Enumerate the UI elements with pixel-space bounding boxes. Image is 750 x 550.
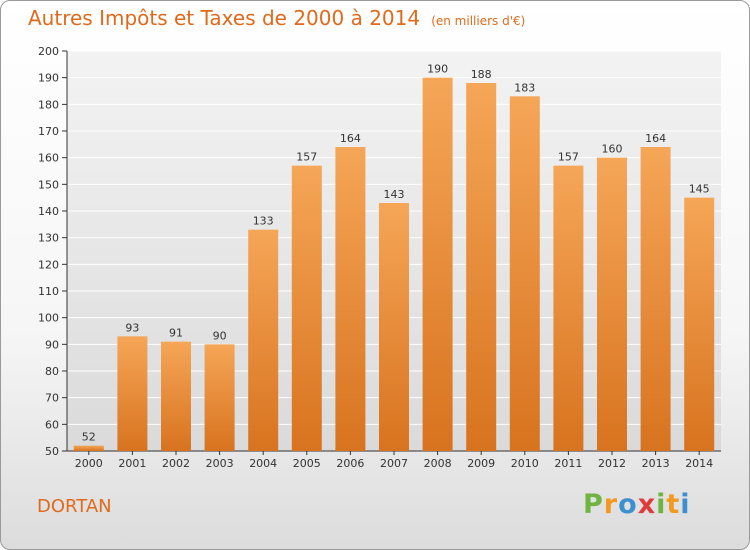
y-tick-label: 140: [38, 205, 59, 218]
y-tick-label: 150: [38, 178, 59, 191]
bar: [466, 83, 497, 451]
bar: [509, 96, 540, 451]
y-tick-label: 200: [38, 45, 59, 58]
data-label: 91: [169, 327, 183, 340]
bar: [248, 229, 279, 451]
bar: [597, 157, 627, 451]
y-tick-label: 110: [38, 285, 59, 298]
x-tick-label: 2002: [162, 457, 190, 470]
x-tick-label: 2009: [467, 457, 495, 470]
y-tick-label: 70: [45, 392, 59, 405]
y-tick-label: 170: [38, 125, 59, 138]
chart-title-text: Autres Impôts et Taxes de 2000 à 2014: [28, 6, 421, 30]
x-tick-label: 2004: [249, 457, 277, 470]
data-label: 90: [213, 329, 227, 342]
y-tick-label: 100: [38, 312, 59, 325]
x-tick-label: 2007: [380, 457, 408, 470]
data-label: 93: [125, 321, 139, 334]
data-label: 52: [82, 431, 96, 444]
y-tick-label: 80: [45, 365, 59, 378]
bar: [553, 165, 584, 451]
proxiti-logo: Proxiti: [583, 489, 691, 520]
data-labels: 52 93 91 90 133 157 164 143 190 188 183 157 160 164 14…: [82, 63, 710, 444]
y-tick-label: 180: [38, 98, 59, 111]
x-tick-label: 2013: [642, 457, 670, 470]
y-tick-label: 90: [45, 338, 59, 351]
chart-subtitle: (en milliers d'€): [431, 14, 526, 28]
bar: [73, 445, 104, 451]
data-label: 157: [558, 151, 579, 164]
data-label: 164: [340, 132, 361, 145]
y-tick-label: 120: [38, 258, 59, 271]
y-tick-label: 160: [38, 152, 59, 165]
y-tick-label: 130: [38, 232, 59, 245]
data-label: 183: [514, 81, 535, 94]
bar: [422, 77, 453, 452]
x-tick-label: 2008: [424, 457, 452, 470]
x-tick-label: 2003: [206, 457, 234, 470]
x-tick-label: 2010: [511, 457, 539, 470]
y-tick-label: 60: [45, 418, 59, 431]
y-tick-label: 50: [45, 445, 59, 458]
data-label: 164: [645, 132, 666, 145]
x-tick-label: 2001: [118, 457, 146, 470]
bar: [684, 197, 715, 451]
data-label: 188: [471, 68, 492, 81]
x-tick-label: 2011: [554, 457, 582, 470]
axes: 50 60 70 80 90 100 110 120 130 140 150 160 170 180 190…: [38, 45, 721, 470]
x-tick-label: 2000: [75, 457, 103, 470]
bars: [73, 77, 715, 452]
commune-name: DORTAN: [37, 496, 112, 517]
bar: [291, 165, 322, 451]
x-tick-label: 2014: [685, 457, 713, 470]
y-tick-label: 190: [38, 72, 59, 85]
bar: [204, 344, 235, 451]
bar: [640, 147, 671, 451]
x-tick-label: 2005: [293, 457, 321, 470]
data-label: 143: [384, 188, 405, 201]
bar: [379, 203, 409, 451]
chart-title: Autres Impôts et Taxes de 2000 à 2014 (e…: [28, 6, 525, 30]
data-label: 145: [689, 183, 710, 196]
bar: [335, 147, 366, 451]
bar: [117, 336, 148, 451]
data-label: 133: [253, 215, 274, 228]
x-tick-label: 2006: [336, 457, 364, 470]
data-label: 160: [602, 143, 623, 156]
data-label: 157: [296, 151, 317, 164]
x-tick-label: 2012: [598, 457, 626, 470]
data-label: 190: [427, 63, 448, 76]
bar: [161, 341, 191, 451]
